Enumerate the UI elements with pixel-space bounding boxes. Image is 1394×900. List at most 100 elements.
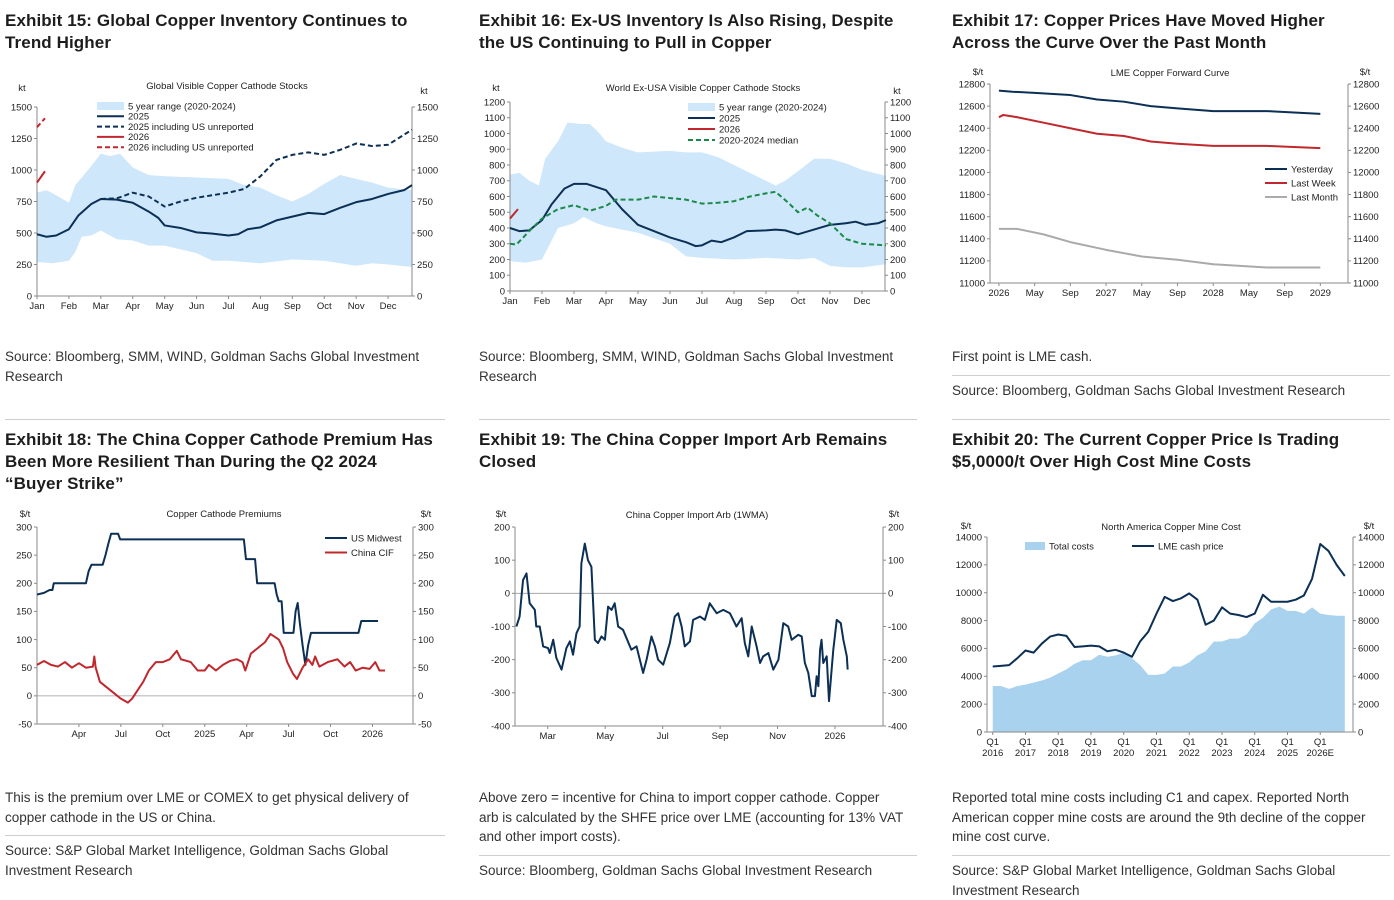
x-tick-label: 2029 <box>1310 288 1331 299</box>
legend-label: LME cash price <box>1158 541 1223 552</box>
y-tick-label-right: -400 <box>888 721 907 732</box>
x-tick-label-line: Sep <box>1276 288 1293 299</box>
x-tick-label-line: Dec <box>380 301 397 312</box>
x-tick-label: Dec <box>380 301 397 312</box>
y-tick-label-right: 900 <box>890 145 906 156</box>
y-tick-label-right: 200 <box>418 579 434 590</box>
y-tick-label-left: 11600 <box>959 212 985 223</box>
x-tick-label-line: 2024 <box>1244 748 1265 759</box>
y-axis-unit-right: kt <box>420 86 428 97</box>
x-tick-label: May <box>156 301 174 312</box>
x-tick-label-line: Jan <box>502 296 517 307</box>
series-line <box>37 634 385 703</box>
y-tick-label-right: 400 <box>890 223 906 234</box>
y-tick-label-right: 8000 <box>1358 616 1379 627</box>
x-tick-label-line: Nov <box>822 296 839 307</box>
exhibit-16-chart: World Ex-USA Visible Copper Cathode Stoc… <box>484 83 911 307</box>
x-tick-label-line: Jan <box>29 301 44 312</box>
chart-title: Copper Cathode Premiums <box>166 509 281 520</box>
y-tick-label-left: 500 <box>16 228 32 239</box>
y-tick-label-right: 150 <box>418 607 434 618</box>
y-tick-label-left: 500 <box>489 208 505 219</box>
y-axis-unit-left: $/t <box>961 521 972 532</box>
x-tick-label: Dec <box>854 296 871 307</box>
x-tick-label-line: Sep <box>1169 288 1186 299</box>
x-tick-label-line: Q1 <box>1117 737 1130 748</box>
x-tick-label-line: May <box>1133 288 1151 299</box>
x-tick-label-line: Jun <box>662 296 677 307</box>
x-tick-label: Sep <box>758 296 775 307</box>
chart-title: China Copper Import Arb (1WMA) <box>626 510 769 521</box>
x-tick-label: 2026 <box>824 731 845 742</box>
x-tick-label: Jul <box>222 301 234 312</box>
y-tick-label-right: 1500 <box>417 102 438 113</box>
x-tick-label: Sep <box>1169 288 1186 299</box>
y-tick-label-left: 100 <box>489 271 505 282</box>
x-tick-label: May <box>1240 288 1258 299</box>
x-tick-label-line: Nov <box>769 731 786 742</box>
x-tick-label: Nov <box>769 731 786 742</box>
x-tick-label-line: 2025 <box>1277 748 1298 759</box>
x-tick-label-line: Feb <box>534 296 550 307</box>
x-tick-label-line: Mar <box>540 731 556 742</box>
x-tick-label-line: Sep <box>758 296 775 307</box>
y-tick-label-right: 11000 <box>1353 278 1379 289</box>
x-tick-label-line: 2027 <box>1095 288 1116 299</box>
y-tick-label-right: 1200 <box>890 97 911 108</box>
x-tick-label-line: May <box>1026 288 1044 299</box>
y-tick-label-left: 1250 <box>11 134 32 145</box>
y-tick-label-right: 100 <box>888 555 904 566</box>
y-tick-label-right: 10000 <box>1358 588 1384 599</box>
x-tick-label: Feb <box>61 301 77 312</box>
y-tick-label-left: 12600 <box>959 101 985 112</box>
y-tick-label-left: 12000 <box>956 560 982 571</box>
y-tick-label-left: 0 <box>27 691 32 702</box>
x-tick-label: Jul <box>657 731 669 742</box>
y-tick-label-left: 2000 <box>961 699 982 710</box>
x-tick-label-line: Jul <box>222 301 234 312</box>
y-tick-label-left: -200 <box>491 655 510 666</box>
y-tick-label-right: 0 <box>890 286 895 297</box>
y-axis-unit-left: $/t <box>496 509 507 520</box>
y-tick-label-right: 1100 <box>890 113 910 124</box>
y-tick-label-right: 300 <box>418 522 434 533</box>
x-tick-label: Mar <box>93 301 109 312</box>
x-tick-label: Oct <box>317 301 332 312</box>
x-tick-label-line: 2026E <box>1307 748 1334 759</box>
x-tick-label: Sep <box>1062 288 1079 299</box>
legend-swatch <box>97 102 124 110</box>
y-tick-label-left: 800 <box>489 160 505 171</box>
y-tick-label-left: 600 <box>489 192 505 203</box>
y-tick-label-left: 200 <box>494 522 510 533</box>
y-tick-label-left: 1000 <box>484 129 505 140</box>
y-tick-label-left: 1500 <box>11 102 32 113</box>
y-axis-unit-left: $/t <box>973 67 984 78</box>
area-series <box>993 607 1345 732</box>
y-tick-label-left: -100 <box>491 622 510 633</box>
y-tick-label-left: 1100 <box>485 113 505 124</box>
legend-label: 2020-2024 median <box>719 135 798 146</box>
y-tick-label-right: 500 <box>417 228 433 239</box>
y-tick-label-right: 4000 <box>1358 672 1379 683</box>
legend-label: 2026 including US unreported <box>128 143 254 154</box>
series-line <box>37 118 45 127</box>
x-tick-label: May <box>629 296 647 307</box>
y-tick-label-left: 750 <box>16 197 32 208</box>
chart-title: North America Copper Mine Cost <box>1101 522 1241 533</box>
y-tick-label-right: 12600 <box>1353 101 1379 112</box>
y-tick-label-left: 0 <box>977 727 982 738</box>
y-tick-label-left: 10000 <box>956 588 982 599</box>
x-tick-label-line: 2023 <box>1211 748 1232 759</box>
x-tick-label: May <box>1026 288 1044 299</box>
exhibit-19-chart: China Copper Import Arb (1WMA)$/t$/t-400… <box>491 509 907 742</box>
x-tick-label: Jan <box>29 301 44 312</box>
x-tick-label-line: 2022 <box>1179 748 1200 759</box>
y-tick-label-right: -200 <box>888 655 907 666</box>
